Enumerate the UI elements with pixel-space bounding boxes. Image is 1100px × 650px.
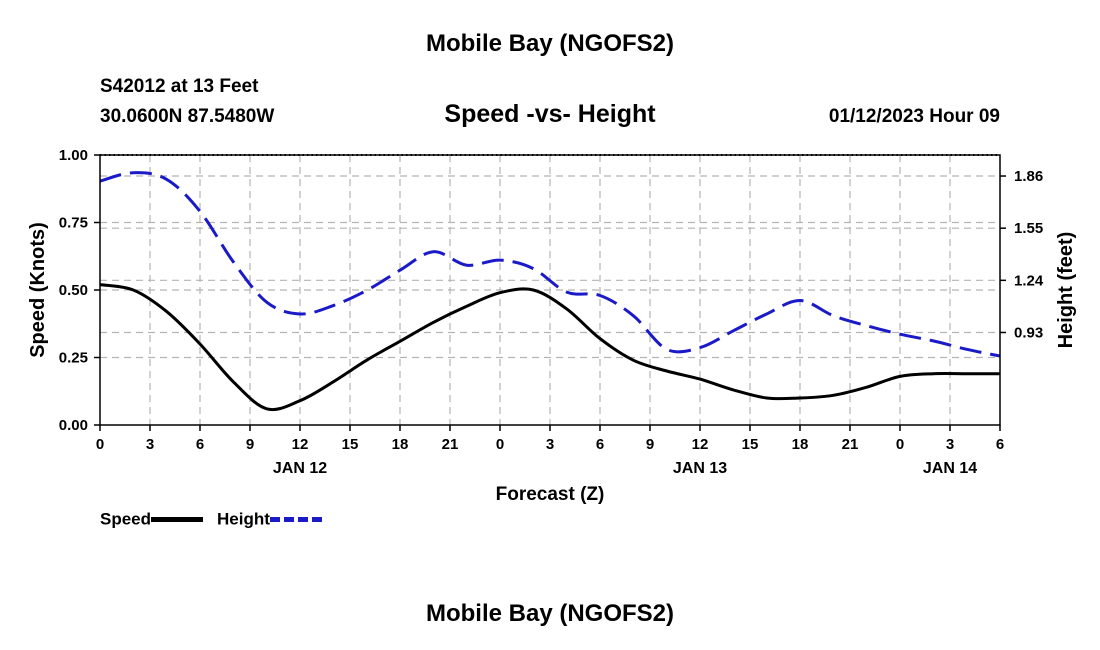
legend-speed-label: Speed xyxy=(100,509,152,529)
x-tick-label: 12 xyxy=(292,436,309,453)
x-tick-label: 15 xyxy=(742,436,759,453)
x-tick-label: 9 xyxy=(646,436,654,453)
height-series-line xyxy=(99,171,1001,358)
x-axis-title: Forecast (Z) xyxy=(496,484,605,505)
footer-title: Mobile Bay (NGOFS2) xyxy=(425,600,675,627)
axes: 0 3 6 9 12 15 18 21 0 3 6 9 12 15 18 21 0 3 6 JAN 12 JAN 13 J… xyxy=(59,147,1044,477)
y-right-tick-label: 1.55 xyxy=(1014,220,1043,237)
grid xyxy=(100,155,1000,425)
x-tick-label: 21 xyxy=(842,436,859,453)
x-tick-label: 3 xyxy=(946,436,954,453)
x-date-label: JAN 13 xyxy=(673,460,727,477)
y-axis-right-title: Height (feet) xyxy=(1055,232,1077,349)
legend: Speed Height xyxy=(100,509,336,530)
x-tick-label: 9 xyxy=(246,436,254,453)
x-tick-label: 0 xyxy=(96,436,104,453)
coordinates-label: 30.0600N 87.5480W xyxy=(100,106,275,127)
x-date-label: JAN 12 xyxy=(273,460,327,477)
x-tick-label: 18 xyxy=(392,436,409,453)
y-right-tick-label: 0.93 xyxy=(1014,324,1043,341)
chart-subtitle: Speed -vs- Height xyxy=(444,100,656,128)
x-tick-label: 18 xyxy=(792,436,809,453)
y-left-tick-label: 0.00 xyxy=(59,417,88,434)
x-tick-label: 0 xyxy=(896,436,904,453)
x-tick-label: 0 xyxy=(496,436,504,453)
x-tick-label: 15 xyxy=(342,436,359,453)
legend-speed-line xyxy=(151,517,204,523)
y-axis-left-title: Speed (Knots) xyxy=(27,222,49,358)
x-tick-label: 21 xyxy=(442,436,459,453)
legend-height-line xyxy=(269,517,322,523)
series-layer xyxy=(99,171,1001,412)
y-left-tick-label: 1.00 xyxy=(59,147,88,164)
x-tick-label: 6 xyxy=(196,436,204,453)
chart-title: Mobile Bay (NGOFS2) xyxy=(425,30,675,57)
y-right-tick-label: 1.86 xyxy=(1014,168,1043,185)
station-label: S42012 at 13 Feet xyxy=(100,76,259,97)
y-left-tick-label: 0.25 xyxy=(59,350,88,367)
x-tick-label: 6 xyxy=(596,436,604,453)
x-tick-label: 3 xyxy=(146,436,154,453)
y-left-tick-label: 0.50 xyxy=(59,282,88,299)
timestamp-label: 01/12/2023 Hour 09 xyxy=(828,106,1000,127)
x-tick-label: 6 xyxy=(996,436,1004,453)
legend-height-label: Height xyxy=(217,509,270,529)
y-left-tick-label: 0.75 xyxy=(59,215,88,232)
x-tick-label: 3 xyxy=(546,436,554,453)
x-tick-label: 12 xyxy=(692,436,709,453)
speed-series-line xyxy=(99,283,1000,412)
x-date-label: JAN 14 xyxy=(923,460,977,477)
y-right-tick-label: 1.24 xyxy=(1014,272,1044,289)
